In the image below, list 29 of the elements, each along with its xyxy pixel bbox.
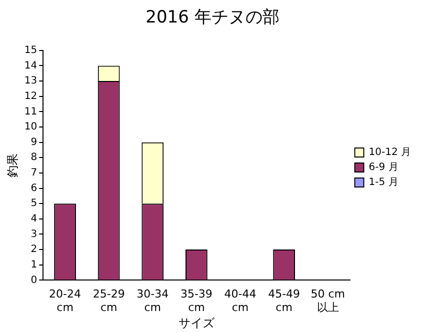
y-tick-label: 11 — [24, 106, 38, 118]
y-tick-label: 13 — [24, 76, 38, 87]
y-tick-label: 2 — [30, 244, 38, 256]
x-tick-label: 35-39 cm — [180, 288, 212, 314]
y-tick-label: 6 — [30, 182, 38, 194]
y-axis-title: 釣果 — [5, 153, 20, 178]
x-tick-label: 45-49 cm — [268, 288, 300, 314]
y-tick-label: 12 — [24, 90, 38, 102]
x-tick-label: 30-34 cm — [136, 288, 169, 314]
y-tick-label: 0 — [30, 274, 38, 286]
legend-label: 6-9 月 — [368, 162, 398, 174]
y-tick-label: 1 — [30, 259, 38, 270]
legend-label: 1-5 月 — [368, 177, 398, 188]
y-tick-label: 4 — [30, 214, 38, 225]
y-tick-label: 9 — [30, 136, 38, 148]
x-tick-label: 50 cm 以上 — [310, 288, 345, 314]
y-tick-label: 3 — [30, 228, 38, 240]
x-tick-label: 20-24 cm — [49, 288, 82, 314]
y-tick-label: 14 — [24, 60, 38, 72]
y-tick-label: 10 — [24, 122, 38, 133]
x-tick-label: 40-44 cm — [224, 288, 256, 314]
y-tick-label: 7 — [30, 168, 38, 179]
x-axis-title: サイズ — [178, 316, 216, 330]
y-tick-label: 5 — [30, 198, 38, 210]
y-tick-label: 15 — [24, 44, 38, 56]
legend-label: 10-12 月 — [368, 147, 412, 158]
y-tick-label: 8 — [30, 152, 38, 164]
x-tick-label: 25-29 cm — [92, 288, 125, 314]
chart-title: 2016 年チヌの部 — [146, 8, 280, 28]
